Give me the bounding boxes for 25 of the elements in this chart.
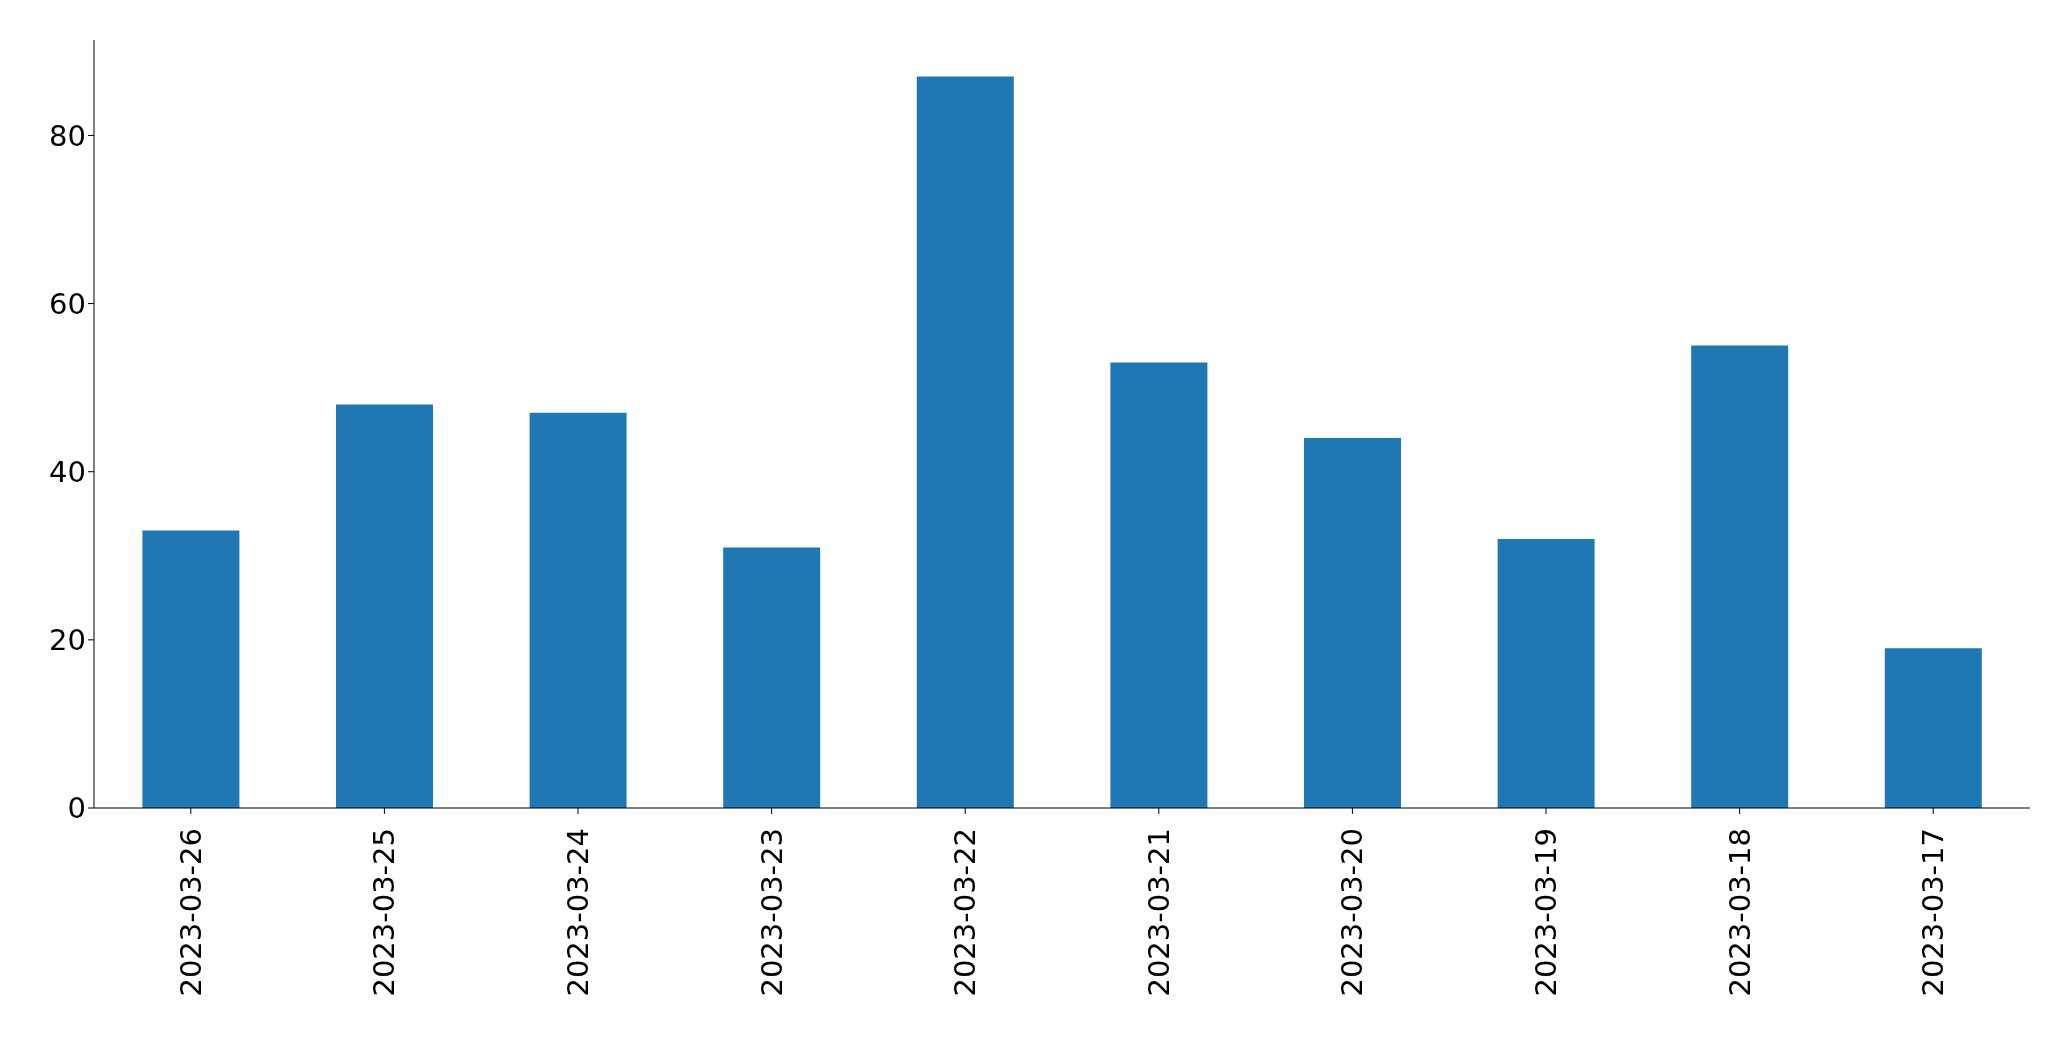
bar: [1497, 538, 1595, 808]
x-tick-label: 2023-03-24: [561, 828, 595, 997]
y-tick-label: 60: [49, 286, 86, 321]
x-tick-label: 2023-03-25: [367, 828, 402, 997]
y-tick-label: 20: [49, 623, 86, 658]
bar: [1691, 345, 1789, 808]
y-tick-label: 80: [49, 118, 86, 153]
bar: [336, 404, 433, 808]
bar: [1110, 362, 1208, 808]
y-tick-label: 40: [49, 455, 86, 490]
x-tick-label: 2023-03-22: [948, 828, 983, 997]
x-tick-label: 2023-03-17: [1916, 828, 1951, 997]
bar: [1304, 438, 1401, 808]
y-tick-label: 0: [67, 791, 86, 826]
x-tick-label: 2023-03-21: [1141, 828, 1176, 997]
bar: [1884, 648, 1982, 808]
x-tick-label: 2023-03-26: [173, 828, 208, 997]
x-tick-label: 2023-03-18: [1722, 828, 1757, 997]
bar: [916, 76, 1014, 808]
x-tick-label: 2023-03-20: [1335, 828, 1370, 997]
bar: [529, 412, 627, 808]
bar: [142, 530, 240, 808]
x-tick-label: 2023-03-23: [754, 828, 789, 997]
bar: [723, 547, 821, 808]
x-tick-label: 2023-03-19: [1529, 828, 1563, 997]
